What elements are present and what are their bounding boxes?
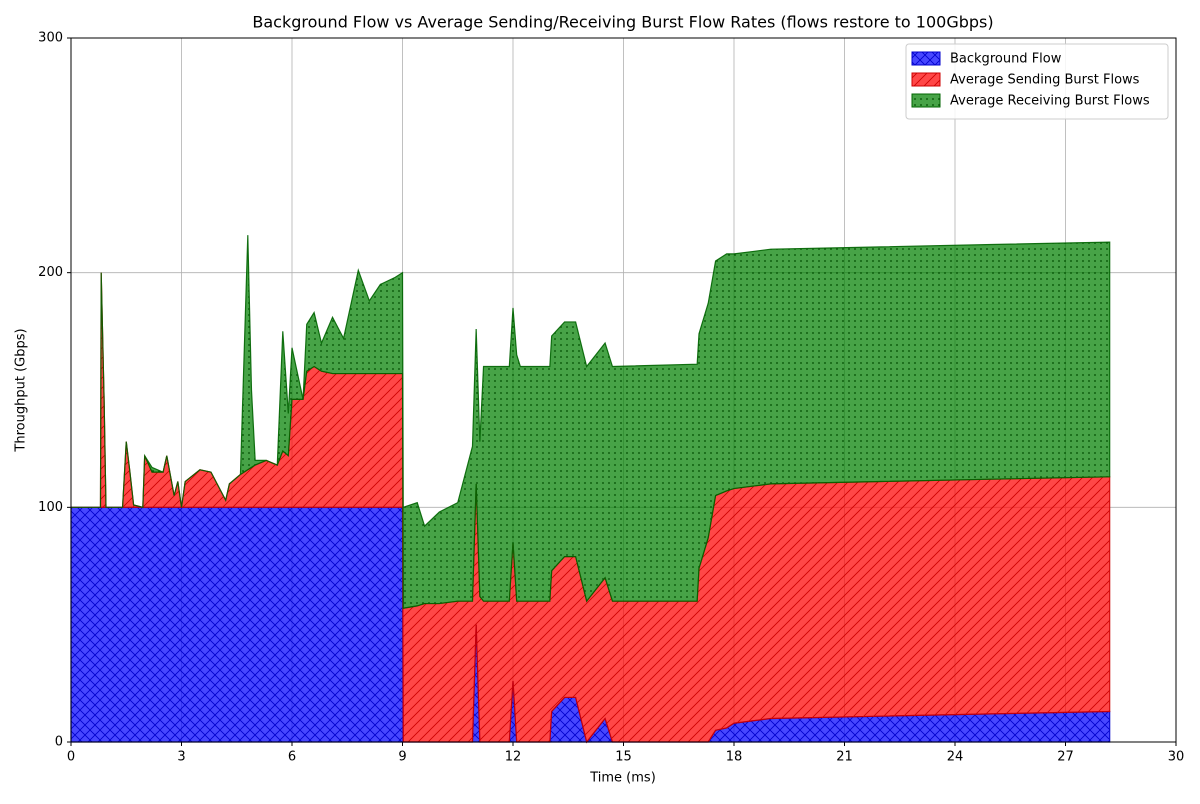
legend-label: Average Receiving Burst Flows [950, 94, 1150, 109]
x-tick-label: 30 [1168, 750, 1185, 765]
x-axis-label: Time (ms) [589, 771, 656, 786]
y-tick-label: 0 [55, 735, 63, 750]
area-hatch [71, 235, 1111, 609]
legend-label: Background Flow [950, 52, 1062, 67]
legend-box [905, 43, 1169, 120]
y-tick-label: 100 [38, 500, 63, 515]
x-tick-label: 27 [1057, 750, 1074, 765]
chart-title: Background Flow vs Average Sending/Recei… [252, 13, 993, 32]
x-tick-label: 12 [505, 750, 522, 765]
x-tick-label: 18 [726, 750, 743, 765]
plot-frame [70, 37, 1177, 743]
y-axis-label: Throughput (Gbps) [14, 328, 29, 452]
legend-swatch-hatch [911, 93, 941, 108]
x-tick-label: 0 [67, 750, 75, 765]
y-tick-label: 300 [38, 31, 63, 46]
y-tick-label: 200 [38, 265, 63, 280]
x-tick-label: 15 [615, 750, 632, 765]
x-tick-label: 3 [177, 750, 185, 765]
legend-label: Average Sending Burst Flows [950, 73, 1140, 88]
x-tick-label: 9 [398, 750, 406, 765]
legend-swatch-hatch [911, 51, 941, 66]
x-tick-label: 21 [836, 750, 853, 765]
x-tick-label: 24 [947, 750, 964, 765]
x-tick-label: 6 [288, 750, 296, 765]
legend-swatch-hatch [911, 72, 941, 87]
